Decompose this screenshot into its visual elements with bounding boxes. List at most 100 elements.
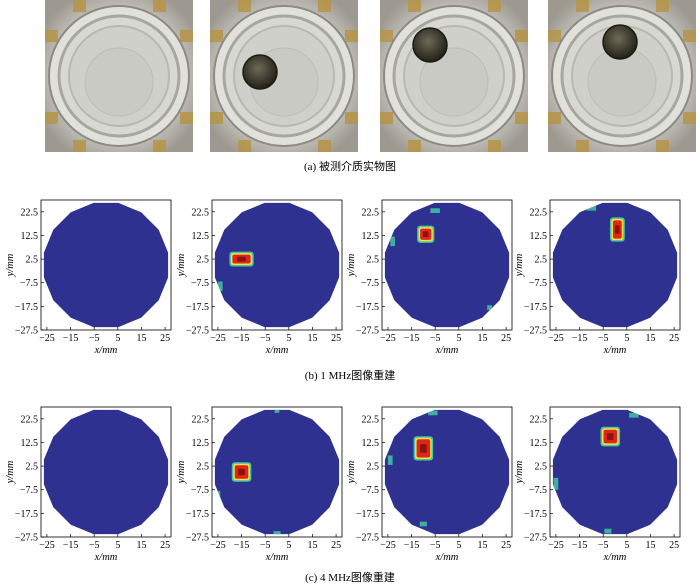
y-tick-label: 2.5: [26, 462, 39, 473]
heatmap-plot: −25 −15 −5 5 15 25 22.5 12.5 2.5 −7.5 −17.5 −27.5 x/…: [5, 406, 172, 563]
x-tick-label: 25: [160, 333, 170, 344]
electrode-bracket: [656, 0, 669, 12]
electrode-bracket: [180, 30, 193, 42]
y-tick-label: 22.5: [192, 414, 210, 425]
x-tick-label: 15: [477, 333, 487, 344]
photo-empty-medium: [45, 0, 193, 152]
electrode-bracket: [153, 140, 166, 152]
x-axis-label: x/mm: [265, 552, 289, 563]
electrode-bracket: [73, 140, 86, 152]
y-tick-label: −7.5: [361, 485, 379, 496]
edge-artifact: [629, 412, 639, 418]
y-tick-label: 12.5: [192, 438, 210, 449]
x-tick-label: 15: [645, 333, 655, 344]
caption-b: (b) 1 MHz图像重建: [304, 370, 396, 382]
y-tick-label: −7.5: [529, 485, 547, 496]
x-tick-label: −5: [260, 333, 271, 344]
photo-coin-left: [210, 0, 358, 152]
x-tick-label: 25: [331, 333, 341, 344]
x-tick-label: −5: [260, 540, 271, 551]
y-axis-label: y/mm: [514, 253, 525, 277]
coin-object: [412, 27, 448, 63]
x-axis-label: x/mm: [435, 552, 459, 563]
y-tick-label: −17.5: [186, 302, 209, 313]
x-tick-label: 15: [136, 333, 146, 344]
anomaly-peak: [606, 433, 614, 440]
x-tick-label: −25: [210, 540, 226, 551]
y-tick-label: 12.5: [362, 231, 380, 242]
electrode-bracket: [488, 0, 501, 12]
y-tick-label: 12.5: [530, 231, 548, 242]
y-tick-label: −27.5: [356, 533, 379, 544]
edge-artifact: [428, 410, 438, 416]
x-tick-label: −25: [380, 333, 396, 344]
edge-artifact: [273, 531, 281, 535]
heatmap-plot: −25 −15 −5 5 15 25 22.5 12.5 2.5 −7.5 −17.5 −27.5 x/…: [5, 199, 172, 356]
x-tick-label: 25: [669, 333, 679, 344]
x-axis-label: x/mm: [265, 345, 289, 356]
y-axis-label: y/mm: [346, 253, 357, 277]
y-tick-label: −17.5: [356, 302, 379, 313]
y-tick-label: 2.5: [367, 462, 380, 473]
anomaly-peak: [420, 444, 427, 453]
x-tick-label: −5: [430, 540, 441, 551]
y-tick-label: 2.5: [535, 462, 548, 473]
x-tick-label: 5: [286, 540, 291, 551]
edge-artifact: [604, 528, 612, 534]
y-tick-label: −27.5: [15, 326, 38, 337]
x-tick-label: −25: [380, 540, 396, 551]
electrode-bracket: [73, 0, 86, 12]
edge-artifact: [430, 208, 440, 213]
x-tick-label: −15: [234, 333, 250, 344]
edge-artifact: [586, 205, 597, 211]
y-tick-label: −7.5: [361, 278, 379, 289]
x-tick-label: −15: [404, 333, 420, 344]
y-tick-label: 12.5: [530, 438, 548, 449]
edge-artifact: [487, 305, 492, 310]
y-axis-label: y/mm: [176, 253, 187, 277]
electrode-bracket: [210, 30, 223, 42]
y-tick-label: −17.5: [186, 509, 209, 520]
photo-coin-upper-left: [380, 0, 528, 152]
y-tick-label: −17.5: [15, 509, 38, 520]
electrode-bracket: [488, 140, 501, 152]
y-tick-label: 2.5: [197, 255, 210, 266]
heatmap-plot: −25 −15 −5 5 15 25 22.5 12.5 2.5 −7.5 −17.5 −27.5 x/…: [346, 406, 513, 563]
x-tick-label: −25: [210, 333, 226, 344]
domain-polygon: [384, 409, 510, 535]
y-tick-label: 12.5: [21, 438, 39, 449]
x-tick-label: −15: [572, 333, 588, 344]
electrode-bracket: [515, 112, 528, 124]
electrode-bracket: [153, 0, 166, 12]
electrode-bracket: [683, 30, 696, 42]
domain-polygon: [552, 202, 678, 328]
x-axis-label: x/mm: [435, 345, 459, 356]
y-tick-label: −17.5: [524, 302, 547, 313]
y-tick-label: −7.5: [191, 485, 209, 496]
y-tick-label: 22.5: [530, 207, 548, 218]
x-axis-label: x/mm: [603, 345, 627, 356]
x-tick-label: 25: [331, 540, 341, 551]
x-tick-label: 5: [115, 333, 120, 344]
y-tick-label: −27.5: [524, 326, 547, 337]
x-tick-label: −5: [598, 333, 609, 344]
edge-artifact: [217, 281, 223, 291]
y-axis-label: y/mm: [176, 460, 187, 484]
x-tick-label: −5: [430, 333, 441, 344]
y-tick-label: 2.5: [367, 255, 380, 266]
y-tick-label: −7.5: [191, 278, 209, 289]
domain-polygon: [43, 409, 169, 535]
y-tick-label: 12.5: [362, 438, 380, 449]
y-tick-label: 12.5: [192, 231, 210, 242]
y-tick-label: −27.5: [186, 326, 209, 337]
electrode-bracket: [408, 0, 421, 12]
x-tick-label: 5: [456, 333, 461, 344]
electrode-bracket: [380, 30, 393, 42]
heatmap-plot: −25 −15 −5 5 15 25 22.5 12.5 2.5 −7.5 −17.5 −27.5 x/…: [176, 199, 343, 356]
electrode-bracket: [238, 140, 251, 152]
coin-object: [242, 54, 278, 90]
y-tick-label: 2.5: [535, 255, 548, 266]
electrode-bracket: [515, 30, 528, 42]
x-tick-label: −5: [598, 540, 609, 551]
x-tick-label: 25: [501, 333, 511, 344]
